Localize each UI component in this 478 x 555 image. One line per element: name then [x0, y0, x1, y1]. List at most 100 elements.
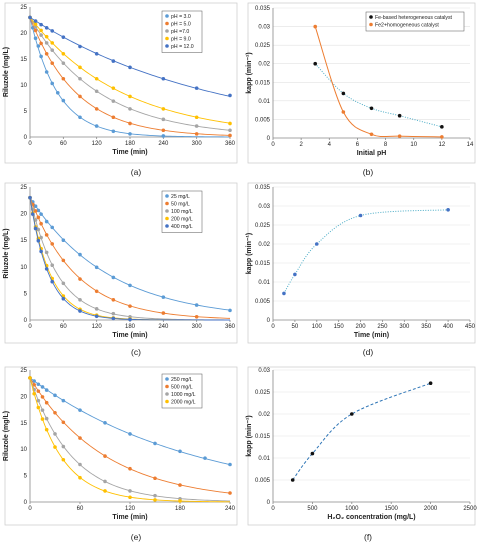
data-point [40, 417, 45, 421]
x-tick-label: 350 [421, 324, 432, 330]
data-point [94, 265, 99, 270]
data-point [103, 454, 107, 458]
y-tick-label: 20 [20, 212, 27, 218]
y-tick-label: 0.02 [258, 242, 270, 248]
y-tick-label: 10 [20, 83, 27, 89]
legend-marker [165, 36, 169, 41]
data-point [94, 307, 99, 311]
data-point [44, 416, 49, 421]
x-tick-label: 180 [175, 506, 186, 512]
x-tick-label: 500 [307, 506, 318, 512]
x-tick-label: 2000 [424, 506, 438, 512]
data-point [293, 272, 297, 277]
data-point [44, 41, 49, 45]
data-point [36, 215, 41, 220]
data-point [178, 449, 182, 454]
legend-marker [165, 384, 169, 389]
y-axis-label: Riluzole (mg/L) [3, 411, 10, 461]
y-tick-label: 0.01 [258, 280, 270, 286]
data-point [282, 291, 286, 296]
data-point [33, 28, 38, 33]
x-tick-label: 0 [271, 324, 275, 330]
data-point [40, 385, 45, 389]
data-point [50, 41, 55, 45]
x-tick-label: 180 [125, 141, 136, 147]
y-axis-label: kapp (min⁻¹) [246, 52, 253, 93]
data-point [161, 134, 166, 138]
data-point [36, 382, 41, 387]
data-point [44, 250, 49, 255]
data-point [61, 238, 66, 242]
data-point [203, 456, 207, 460]
data-point [61, 398, 66, 403]
data-point [30, 212, 35, 216]
data-point [428, 381, 433, 386]
legend-box [161, 10, 203, 53]
legend-marker [165, 377, 169, 381]
x-tick-label: 240 [225, 506, 236, 512]
data-point [111, 316, 116, 321]
x-tick-label: 8 [384, 142, 388, 148]
data-point [314, 242, 319, 246]
data-point [33, 209, 38, 213]
x-tick-label: 450 [465, 324, 476, 330]
panel-caption: (c) [131, 347, 141, 357]
y-tick-label: 20 [20, 394, 27, 400]
data-point [341, 110, 346, 114]
data-point [94, 76, 99, 81]
x-tick-label: 120 [125, 506, 136, 512]
data-point [44, 34, 49, 39]
legend-entry: 50 mg/L [171, 201, 190, 207]
x-tick-label: 400 [443, 324, 454, 330]
legend-entry: 200 mg/L [171, 216, 193, 222]
data-point [36, 405, 41, 410]
legend-marker [165, 14, 169, 18]
y-tick-label: 0.03 [258, 204, 270, 210]
y-tick-label: 0.035 [255, 6, 271, 12]
x-tick-label: 360 [225, 141, 236, 147]
y-tick-label: 15 [20, 421, 27, 427]
legend-entry: 1000 mg/L [171, 392, 196, 398]
data-point [440, 125, 444, 129]
data-point [369, 106, 374, 111]
data-point [153, 498, 157, 502]
data-point [128, 65, 132, 70]
data-point [194, 86, 199, 90]
x-tick-label: 120 [92, 141, 103, 147]
data-point [440, 135, 444, 139]
y-axis-label: Riluzole (mg/L) [3, 228, 10, 278]
x-tick-label: 120 [92, 324, 103, 330]
y-tick-label: 0 [267, 136, 271, 142]
data-point [32, 379, 36, 383]
x-tick-label: 200 [356, 324, 367, 330]
x-tick-label: 50 [292, 324, 299, 330]
data-point [44, 219, 49, 224]
data-point [78, 462, 82, 467]
legend-marker [165, 194, 169, 198]
chart-panel-f: 0 500 1000 1500 2000 2500 0 0.005 0.01 0.015 0.02 0… [246, 366, 477, 542]
x-tick-label: 14 [467, 142, 474, 148]
x-tick-label: 1500 [385, 506, 399, 512]
data-point [128, 432, 132, 436]
data-point [153, 476, 157, 481]
data-point [44, 70, 49, 74]
data-point [111, 86, 116, 90]
data-point [310, 451, 315, 456]
data-point [61, 258, 66, 263]
data-point [44, 400, 49, 405]
data-point [78, 309, 82, 313]
x-tick-label: 300 [192, 324, 203, 330]
y-tick-label: 15 [20, 238, 27, 244]
x-tick-label: 2 [299, 142, 303, 148]
legend: pH = 3.0pH = 5.0 pH =7.0pH = 9.0 pH = 12.0 [161, 10, 203, 53]
data-point [39, 33, 43, 37]
data-point [39, 221, 43, 226]
data-point [61, 52, 66, 56]
x-tick-label: 0 [28, 506, 32, 512]
data-point [50, 61, 55, 65]
data-point [28, 195, 32, 200]
data-point [78, 408, 82, 412]
x-tick-label: 250 [377, 324, 388, 330]
data-point [50, 48, 55, 52]
x-axis-label: Time (min) [112, 514, 147, 521]
